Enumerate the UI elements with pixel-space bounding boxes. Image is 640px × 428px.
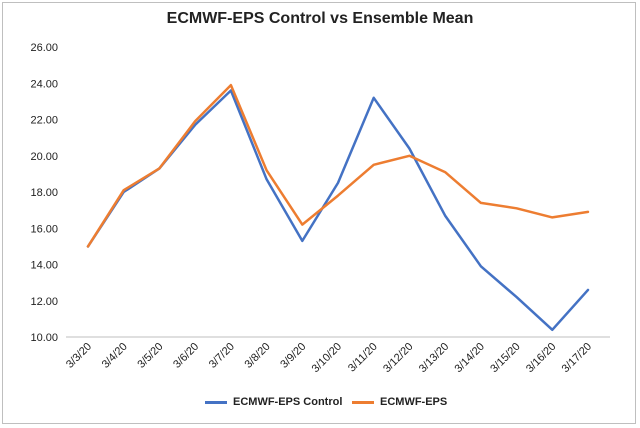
x-tick-label: 3/9/20 bbox=[278, 341, 308, 371]
y-tick-label: 26.00 bbox=[30, 42, 58, 54]
y-tick-label: 18.00 bbox=[30, 187, 58, 199]
x-tick-label: 3/6/20 bbox=[171, 341, 201, 371]
x-tick-label: 3/3/20 bbox=[64, 341, 94, 371]
x-tick-label: 3/4/20 bbox=[100, 341, 130, 371]
y-tick-label: 12.00 bbox=[30, 296, 58, 308]
legend-swatch-eps bbox=[352, 400, 374, 404]
series-line-eps bbox=[86, 83, 590, 248]
x-tick-label: 3/11/20 bbox=[346, 341, 380, 375]
legend-swatch-control bbox=[205, 400, 227, 404]
x-tick-label: 3/8/20 bbox=[243, 341, 273, 371]
x-tick-label: 3/7/20 bbox=[207, 341, 237, 371]
x-tick-label: 3/13/20 bbox=[417, 341, 451, 375]
x-tick-label: 3/17/20 bbox=[560, 341, 594, 375]
legend-item-control: ECMWF-EPS Control bbox=[205, 396, 342, 408]
x-tick-label: 3/5/20 bbox=[135, 341, 165, 371]
x-tick-label: 3/15/20 bbox=[488, 341, 522, 375]
legend-item-eps: ECMWF-EPS bbox=[352, 396, 447, 408]
y-tick-label: 24.00 bbox=[30, 78, 58, 90]
y-tick-label: 14.00 bbox=[30, 260, 58, 272]
y-tick-label: 16.00 bbox=[30, 223, 58, 235]
x-tick-label: 3/16/20 bbox=[524, 341, 558, 375]
x-tick-label: 3/10/20 bbox=[310, 341, 344, 375]
y-tick-label: 22.00 bbox=[30, 115, 58, 127]
legend-label-control: ECMWF-EPS Control bbox=[233, 396, 343, 408]
x-tick-label: 3/14/20 bbox=[453, 341, 487, 375]
chart-legend: ECMWF-EPS Control ECMWF-EPS bbox=[0, 396, 640, 412]
y-tick-label: 10.00 bbox=[30, 332, 58, 344]
series-line-control bbox=[86, 89, 590, 332]
x-tick-label: 3/12/20 bbox=[381, 341, 415, 375]
chart-title: ECMWF-EPS Control vs Ensemble Mean bbox=[166, 10, 474, 27]
legend-label-eps: ECMWF-EPS bbox=[380, 396, 448, 408]
y-tick-label: 20.00 bbox=[30, 151, 58, 163]
